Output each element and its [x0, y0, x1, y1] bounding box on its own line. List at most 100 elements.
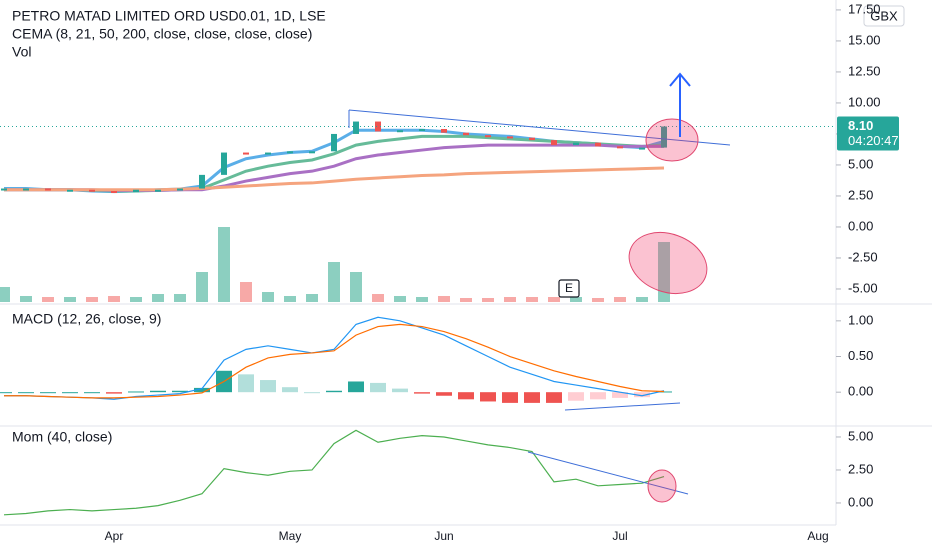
- histogram-bar: [304, 392, 320, 394]
- histogram-bar: [502, 392, 518, 403]
- volume-bar: [262, 292, 274, 302]
- pane-title: Mom (40, close): [12, 429, 112, 445]
- histogram-bar: [238, 374, 254, 393]
- histogram-bar: [150, 390, 166, 393]
- histogram-bar: [414, 392, 430, 394]
- volume-bar: [86, 297, 98, 302]
- candle: [507, 136, 513, 139]
- x-tick-label: May: [279, 529, 302, 543]
- volume-bar: [614, 297, 626, 302]
- candle: [243, 152, 249, 155]
- y-tick-label: 0.00: [848, 218, 873, 233]
- candle: [155, 189, 161, 192]
- candle: [287, 151, 293, 154]
- currency-badge[interactable]: [863, 5, 905, 27]
- candle: [419, 128, 425, 131]
- candle: [617, 146, 623, 149]
- x-tick-label: Jun: [434, 529, 453, 543]
- plot: [0, 121, 836, 516]
- volume-bar: [438, 296, 450, 302]
- histogram-bar: [612, 392, 628, 398]
- y-tick-label: 5.00: [848, 156, 873, 171]
- highlight-circle: [628, 232, 708, 294]
- volume-bar: [64, 297, 76, 302]
- y-tick-label: 12.50: [848, 63, 881, 78]
- candle: [221, 152, 227, 175]
- trend-line: [564, 402, 681, 411]
- volume-bar: [350, 272, 362, 302]
- candle: [133, 189, 139, 193]
- histogram-bar: [106, 392, 122, 394]
- y-tick-label: 1.00: [848, 312, 873, 327]
- histogram-bar: [546, 392, 562, 403]
- highlight-circle: [647, 469, 677, 503]
- volume-bar: [658, 242, 670, 302]
- histogram-bar: [282, 387, 298, 393]
- arrow-head: [669, 72, 691, 87]
- histogram-bar: [524, 392, 540, 403]
- volume-bar: [218, 227, 230, 302]
- candle: [485, 135, 491, 138]
- pane-title: MACD (12, 26, close, 9): [12, 311, 161, 327]
- volume-bar: [416, 297, 428, 302]
- y-tick-label: -5.00: [848, 280, 878, 295]
- volume-bar: [174, 294, 186, 302]
- histogram-bar: [348, 381, 364, 393]
- candle: [375, 121, 381, 132]
- histogram-bar: [40, 392, 56, 394]
- volume-bar: [108, 296, 120, 302]
- volume-bar: [196, 272, 208, 302]
- histogram-bar: [392, 388, 408, 393]
- candle: [331, 133, 337, 152]
- volume-bar: [306, 294, 318, 302]
- histogram-bar: [436, 392, 452, 396]
- histogram-bar: [590, 392, 606, 400]
- candle: [661, 126, 667, 148]
- candle: [67, 189, 73, 192]
- y-tick-label: 5.00: [848, 428, 873, 443]
- volume-bar: [394, 296, 406, 302]
- countdown-label: 04:20:47: [848, 133, 899, 148]
- candle: [595, 142, 601, 147]
- earnings-marker: E: [565, 281, 573, 295]
- indicator-label: Vol: [12, 44, 31, 60]
- y-tick-label: -2.50: [848, 249, 878, 264]
- series-line: [3, 429, 665, 516]
- y-tick-label: 2.50: [848, 461, 873, 476]
- volume-bar: [592, 298, 604, 302]
- volume-bar: [130, 297, 142, 302]
- highlight-circle: [645, 118, 699, 162]
- candle: [89, 189, 95, 192]
- histogram-bar: [172, 390, 188, 393]
- histogram-bar: [656, 391, 672, 393]
- last-price-box: [837, 116, 899, 151]
- histogram-bar: [568, 392, 584, 401]
- volume-bar: [548, 297, 560, 302]
- histogram-bar: [0, 392, 12, 394]
- earnings-box: [558, 279, 580, 298]
- y-tick-label: 0.50: [848, 348, 873, 363]
- volume-bar: [460, 298, 472, 302]
- candle: [23, 188, 29, 191]
- volume-bar: [570, 297, 582, 302]
- candle: [177, 188, 183, 191]
- candle: [529, 137, 535, 141]
- chart-title: PETRO MATAD LIMITED ORD USD0.01, 1D, LSE: [12, 8, 326, 24]
- candle: [309, 151, 315, 154]
- volume-bar: [42, 297, 54, 302]
- candle: [265, 152, 271, 155]
- candle: [463, 132, 469, 136]
- y-tick-label: 15.00: [848, 32, 881, 47]
- candle: [397, 130, 403, 133]
- histogram-bar: [458, 392, 474, 400]
- histogram-bar: [84, 392, 100, 394]
- y-tick-label: 0.00: [848, 384, 873, 399]
- y-tick-label: 2.50: [848, 187, 873, 202]
- candle: [45, 188, 51, 191]
- histogram-bar: [18, 392, 34, 394]
- histogram-bar: [370, 382, 386, 393]
- volume-bar: [482, 298, 494, 302]
- x-tick-label: Jul: [612, 529, 627, 543]
